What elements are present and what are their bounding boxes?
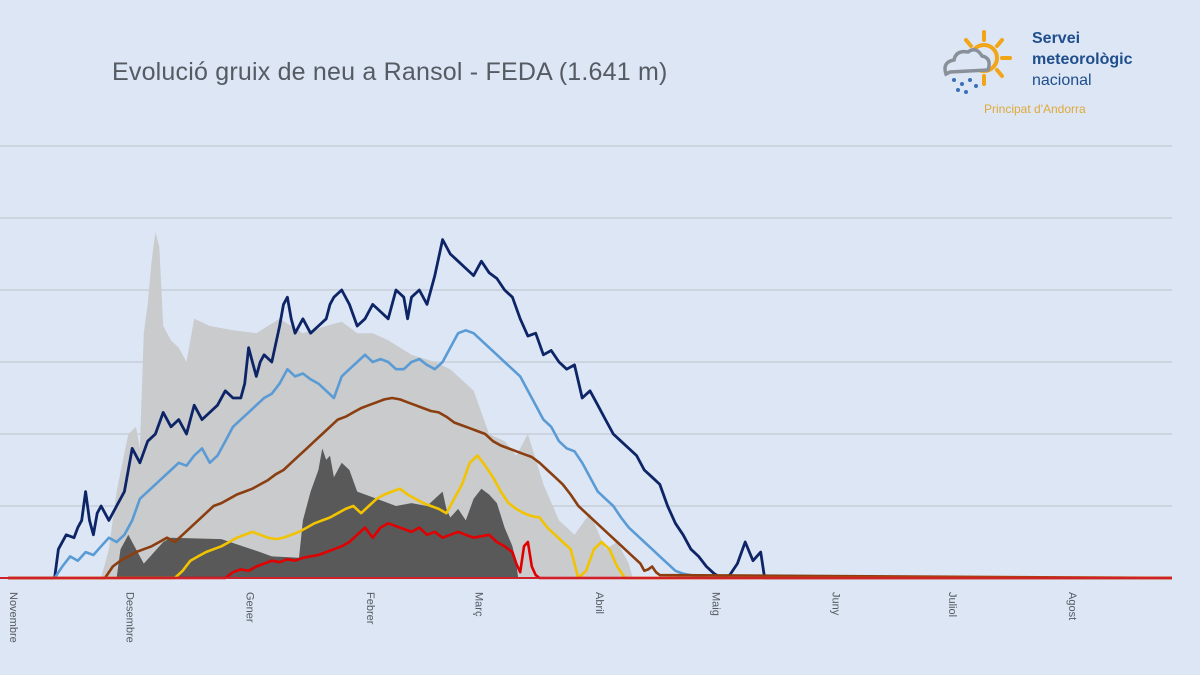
x-tick-label-5: Abril (593, 592, 605, 614)
x-tick-label-7: Juny (830, 592, 842, 616)
series-line-3 (8, 454, 1172, 580)
series-line-4 (8, 521, 1172, 580)
area-layer (8, 232, 633, 578)
series-line-0 (8, 238, 1172, 580)
line-layer (8, 238, 1173, 580)
series-line-1 (8, 328, 1172, 580)
x-tick-label-1: Desembre (123, 592, 135, 643)
chart-title: Evolució gruix de neu a Ransol - FEDA (1… (112, 58, 668, 86)
logo-text-line1: Servei (1032, 30, 1081, 47)
logo-text-line3: nacional (1032, 72, 1092, 89)
logo-text-line2: meteorològic (1032, 51, 1133, 68)
x-tick-label-0: Novembre (7, 592, 19, 643)
x-tick-label-4: Març (473, 592, 485, 617)
axis-layer: Novembre Desembre Gener Febrer Març Abril Maig… (0, 577, 1172, 643)
x-tick-label-6: Maig (709, 592, 721, 616)
x-tick-label-9: Agost (1066, 592, 1078, 620)
area-0 (8, 232, 633, 578)
x-tick-label-2: Gener (244, 592, 256, 623)
x-tick-label-3: Febrer (364, 592, 376, 625)
series-line-2 (8, 396, 1173, 580)
sun-cloud-snow-icon (943, 30, 1012, 94)
logo: Servei meteorològic nacional Principat d… (936, 26, 1176, 126)
logo-subtitle: Principat d'Andorra (984, 102, 1086, 116)
x-tick-label-8: Juliol (946, 592, 958, 617)
area-1 (8, 448, 519, 578)
